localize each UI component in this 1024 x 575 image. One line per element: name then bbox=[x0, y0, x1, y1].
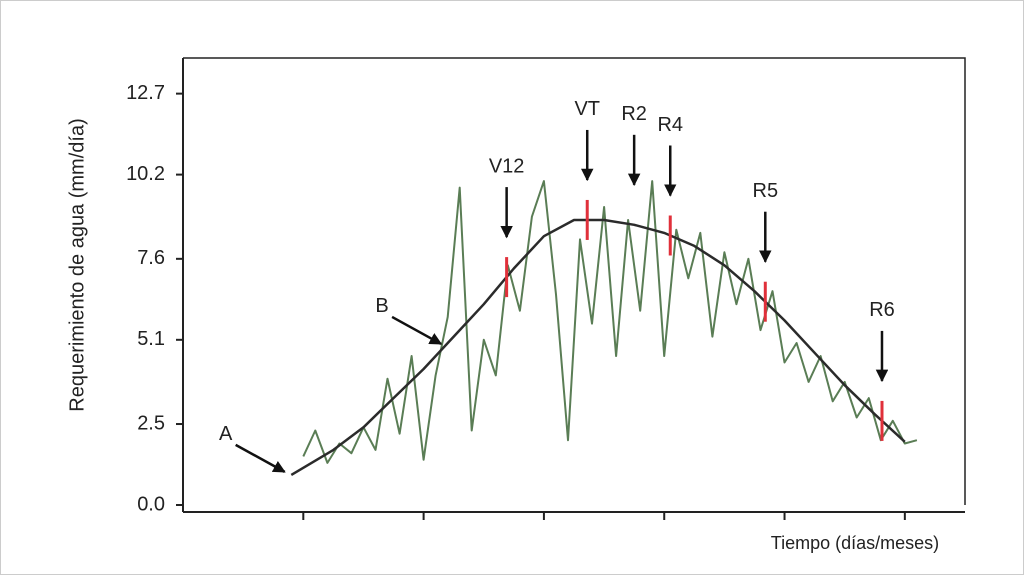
stage-label: R6 bbox=[869, 299, 895, 321]
stage-label: R2 bbox=[621, 103, 647, 125]
y-tick-label: 12.7 bbox=[126, 82, 165, 104]
y-tick-label: 7.6 bbox=[137, 247, 165, 269]
stage-label: VT bbox=[574, 98, 600, 120]
data-line bbox=[290, 218, 906, 476]
pointer-label: B bbox=[375, 295, 388, 317]
y-axis-label: Requerimiento de agua (mm/día) bbox=[66, 118, 88, 411]
plot-frame bbox=[183, 57, 966, 505]
data-line bbox=[302, 180, 918, 464]
stage-label: R4 bbox=[657, 114, 683, 136]
y-tick-label: 5.1 bbox=[137, 328, 165, 350]
pointer-label: A bbox=[219, 423, 233, 445]
pointer-arrow bbox=[235, 443, 286, 473]
stage-label: V12 bbox=[489, 155, 525, 177]
pointer-arrow bbox=[391, 315, 443, 346]
x-axis-label: Tiempo (días/meses) bbox=[771, 533, 939, 553]
y-tick-label: 10.2 bbox=[126, 163, 165, 185]
y-tick-label: 2.5 bbox=[137, 412, 165, 434]
stage-label: R5 bbox=[753, 180, 779, 202]
y-tick-label: 0.0 bbox=[137, 493, 165, 515]
